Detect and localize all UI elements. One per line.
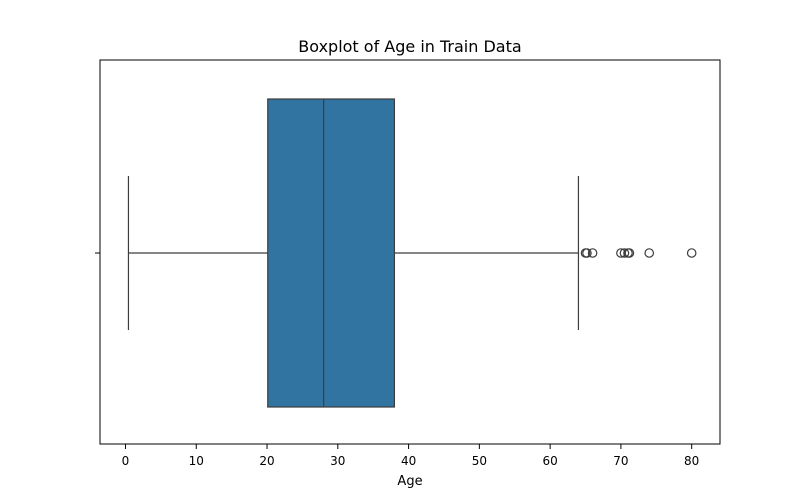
outlier-point — [587, 248, 598, 258]
outlier-point — [686, 248, 697, 258]
x-tick-label: 0 — [122, 454, 130, 468]
outlier-point — [582, 248, 592, 258]
x-tick-label: 80 — [684, 454, 699, 468]
outlier-point — [644, 248, 655, 258]
x-axis: 0 10 20 30 40 50 60 70 80 — [122, 444, 699, 468]
x-tick-label: 50 — [472, 454, 487, 468]
x-tick-label: 70 — [613, 454, 628, 468]
chart-title: Boxplot of Age in Train Data — [298, 37, 521, 56]
iqr-box — [267, 98, 396, 408]
plot-area — [127, 98, 697, 408]
outlier-point — [619, 248, 630, 258]
plot-frame — [99, 59, 721, 445]
x-axis-label: Age — [397, 474, 422, 489]
x-tick-label: 30 — [330, 454, 345, 468]
x-tick-label: 60 — [542, 454, 557, 468]
outlier-point — [624, 248, 635, 258]
x-tick-label: 40 — [401, 454, 416, 468]
x-tick-label: 20 — [259, 454, 274, 468]
x-tick-label: 10 — [189, 454, 204, 468]
